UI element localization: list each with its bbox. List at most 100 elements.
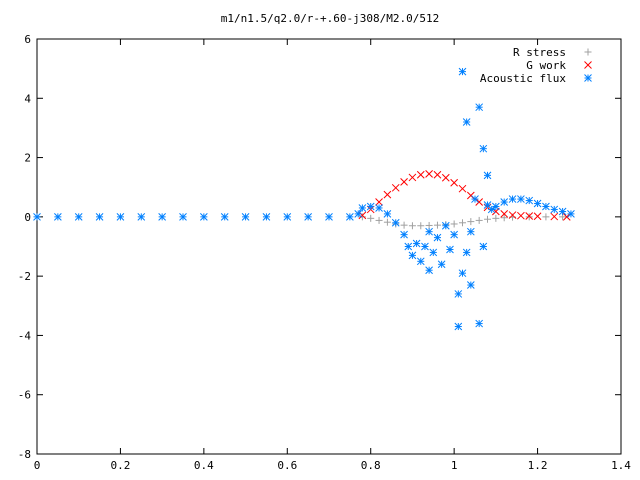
g-work-point [508, 211, 517, 219]
y-tick-label: 4 [24, 92, 31, 105]
acoustic-flux-point [475, 319, 484, 328]
acoustic-flux-point [400, 230, 408, 239]
acoustic-flux-point [54, 213, 62, 221]
x-tick-label: 0.8 [361, 459, 381, 472]
g-work-point [391, 183, 400, 192]
g-work-point [433, 170, 442, 179]
r-stress-point [500, 214, 508, 222]
acoustic-flux-point [137, 213, 146, 221]
acoustic-flux-point [346, 213, 354, 221]
y-tick-label: 6 [24, 33, 31, 46]
acoustic-flux-point [525, 196, 534, 205]
acoustic-flux-point [262, 213, 271, 221]
chart-title: m1/n1.5/q2.0/r-+.60-j308/M2.0/512 [221, 12, 440, 25]
y-tick-label: -8 [18, 448, 31, 461]
g-work-point [475, 198, 484, 206]
y-tick-label: 2 [24, 152, 31, 165]
acoustic-flux-point [404, 242, 413, 251]
r-stress-point [425, 221, 433, 229]
x-tick-label: 0.2 [110, 459, 130, 472]
acoustic-flux-point [200, 213, 208, 221]
acoustic-flux-point [33, 213, 41, 221]
acoustic-flux-point [450, 230, 458, 239]
x-tick-label: 1.2 [528, 459, 548, 472]
acoustic-flux-point [429, 248, 438, 257]
x-tick-label: 0.6 [277, 459, 297, 472]
legend-marker [584, 61, 592, 69]
g-work-point [416, 170, 425, 179]
acoustic-flux-point [425, 227, 433, 236]
g-work-point [458, 184, 467, 193]
g-work-point [375, 198, 383, 206]
x-tick-label: 0.4 [194, 459, 214, 472]
acoustic-flux-point [479, 242, 488, 251]
r-stress-point [408, 222, 416, 230]
acoustic-flux-point [283, 213, 292, 221]
acoustic-flux-point [366, 202, 375, 211]
r-stress-point [433, 221, 441, 229]
acoustic-flux-point [458, 67, 467, 76]
r-stress-point [492, 214, 500, 222]
g-work-point [525, 212, 534, 220]
acoustic-flux-point [421, 242, 429, 251]
acoustic-flux-point [558, 207, 567, 216]
acoustic-flux-point [220, 213, 229, 221]
r-stress-point [450, 220, 458, 228]
r-stress-point [358, 213, 366, 221]
acoustic-flux-point [462, 248, 471, 257]
acoustic-flux-point [533, 199, 542, 208]
x-tick-label: 0 [34, 459, 41, 472]
r-stress-point [383, 218, 391, 226]
r-stress-point [475, 216, 483, 224]
r-stress-point [467, 218, 475, 226]
acoustic-flux-point [416, 257, 425, 266]
acoustic-flux-point [492, 202, 500, 211]
y-tick-label: 0 [24, 211, 31, 224]
acoustic-flux-point [567, 210, 575, 218]
r-stress-point [542, 213, 550, 221]
r-stress-point [400, 221, 408, 229]
acoustic-flux-point [116, 213, 125, 221]
g-work-point [408, 173, 417, 182]
g-work-point [450, 178, 458, 187]
r-stress-point [375, 216, 383, 224]
acoustic-flux-point [483, 171, 492, 180]
acoustic-flux-point [391, 218, 400, 227]
x-tick-label: 1.4 [611, 459, 631, 472]
g-work-point [500, 210, 509, 218]
acoustic-flux-point [408, 251, 417, 260]
acoustic-flux-point [358, 204, 367, 212]
acoustic-flux-point [74, 213, 83, 221]
plot-frame [36, 38, 622, 455]
g-work-point [358, 211, 367, 220]
acoustic-flux-point [375, 204, 383, 212]
acoustic-flux-point [454, 322, 463, 331]
acoustic-flux-point [441, 221, 450, 230]
acoustic-flux-point [354, 210, 363, 218]
r-stress-point [458, 219, 466, 227]
acoustic-flux-point [325, 213, 333, 221]
r-stress-point [525, 213, 533, 221]
y-axis: -8 -6 -4 -2 0 2 4 6 [18, 33, 621, 461]
legend-label: Acoustic flux [480, 72, 566, 85]
acoustic-flux-point [458, 269, 467, 278]
acoustic-flux-point [454, 290, 463, 298]
g-work-point [383, 190, 392, 199]
x-tick-label: 1 [451, 459, 458, 472]
acoustic-flux-point [179, 213, 187, 221]
g-work-point [533, 212, 542, 221]
acoustic-flux-point [425, 266, 433, 275]
x-axis: 0 0.2 0.4 0.6 0.8 1 1.2 1.4 [34, 39, 631, 472]
acoustic-flux-point [500, 198, 509, 206]
y-tick-label: -6 [18, 389, 31, 402]
y-tick-label: -4 [18, 329, 32, 342]
acoustic-flux-point [433, 233, 442, 242]
acoustic-flux-point [95, 213, 104, 221]
acoustic-flux-point [158, 213, 166, 221]
acoustic-flux-point [471, 195, 479, 203]
g-work-point [550, 212, 559, 221]
legend-label: G work [526, 59, 566, 72]
acoustic-flux-point [437, 260, 446, 269]
acoustic-flux-point [517, 195, 525, 203]
